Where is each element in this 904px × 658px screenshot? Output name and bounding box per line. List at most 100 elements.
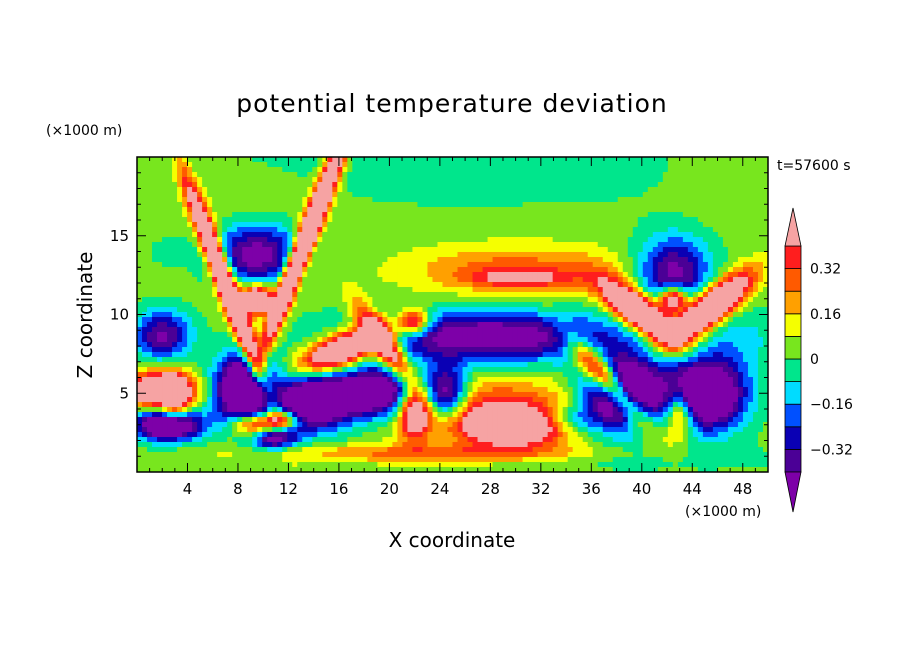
contour-cell: [217, 217, 223, 223]
contour-cell: [632, 247, 639, 253]
contour-cell: [477, 167, 484, 173]
contour-cell: [632, 202, 639, 208]
contour-cell: [137, 162, 143, 168]
contour-cell: [342, 292, 348, 298]
contour-cell: [187, 187, 193, 193]
contour-cell: [372, 347, 378, 353]
contour-cell: [382, 162, 388, 168]
contour-cell: [557, 217, 564, 223]
contour-cell: [177, 172, 183, 178]
contour-cell: [622, 252, 629, 258]
contour-cell: [247, 322, 253, 328]
contour-cell: [292, 212, 298, 218]
contour-cell: [747, 232, 754, 238]
contour-cell: [437, 257, 444, 263]
contour-cell: [312, 162, 318, 168]
contour-cell: [292, 347, 298, 353]
contour-cell: [387, 282, 394, 288]
contour-cell: [217, 332, 223, 338]
contour-cell: [367, 267, 373, 273]
contour-cell: [422, 327, 429, 333]
contour-cell: [647, 232, 654, 238]
contour-cell: [662, 312, 669, 318]
contour-cell: [542, 282, 549, 288]
contour-cell: [332, 172, 338, 178]
contour-cell: [672, 332, 679, 338]
contour-cell: [237, 212, 243, 218]
contour-cell: [617, 272, 624, 278]
contour-cell: [417, 182, 424, 188]
contour-cell: [387, 332, 394, 338]
contour-cell: [302, 307, 308, 313]
contour-cell: [157, 247, 163, 253]
contour-cell: [277, 277, 283, 283]
contour-cell: [512, 272, 519, 278]
contour-cell: [487, 307, 494, 313]
contour-cell: [427, 167, 434, 173]
contour-cell: [622, 332, 629, 338]
contour-cell: [662, 247, 669, 253]
contour-cell: [352, 282, 358, 288]
contour-cell: [412, 282, 419, 288]
contour-cell: [432, 317, 439, 323]
contour-cell: [367, 287, 373, 293]
contour-cell: [287, 162, 293, 168]
contour-cell: [672, 272, 679, 278]
contour-cell: [157, 282, 163, 288]
contour-cell: [402, 282, 409, 288]
contour-cell: [457, 347, 464, 353]
contour-cell: [502, 202, 509, 208]
contour-cell: [182, 242, 188, 248]
contour-cell: [682, 312, 689, 318]
contour-cell: [412, 292, 419, 298]
contour-cell: [737, 327, 744, 333]
contour-cell: [447, 212, 454, 218]
contour-cell: [182, 307, 188, 313]
contour-cell: [357, 282, 363, 288]
contour-cell: [442, 277, 449, 283]
contour-cell: [397, 262, 404, 268]
contour-cell: [292, 247, 298, 253]
contour-cell: [662, 242, 669, 248]
contour-cell: [462, 192, 469, 198]
contour-cell: [292, 307, 298, 313]
contour-cell: [567, 232, 574, 238]
contour-cell: [617, 207, 624, 213]
contour-cell: [597, 347, 604, 353]
contour-cell: [287, 262, 293, 268]
contour-cell: [337, 322, 343, 328]
contour-field: [137, 157, 768, 472]
contour-cell: [302, 322, 308, 328]
contour-cell: [317, 197, 323, 203]
contour-cell: [592, 242, 599, 248]
contour-cell: [682, 162, 689, 168]
contour-cell: [592, 207, 599, 213]
contour-cell: [247, 202, 253, 208]
contour-cell: [612, 172, 619, 178]
contour-cell: [322, 332, 328, 338]
contour-cell: [727, 277, 734, 283]
contour-cell: [437, 217, 444, 223]
contour-cell: [527, 217, 534, 223]
contour-cell: [482, 307, 489, 313]
contour-cell: [177, 212, 183, 218]
contour-cell: [237, 167, 243, 173]
contour-cell: [667, 237, 674, 243]
contour-cell: [407, 282, 414, 288]
contour-cell: [627, 307, 634, 313]
contour-cell: [617, 247, 624, 253]
contour-cell: [237, 162, 243, 168]
contour-cell: [512, 167, 519, 173]
contour-cell: [547, 332, 554, 338]
contour-cell: [497, 162, 504, 168]
contour-cell: [607, 162, 614, 168]
contour-cell: [297, 292, 303, 298]
contour-cell: [457, 352, 464, 358]
contour-cell: [282, 157, 288, 163]
contour-cell: [207, 237, 213, 243]
contour-cell: [192, 257, 198, 263]
contour-cell: [422, 337, 429, 343]
contour-cell: [277, 197, 283, 203]
contour-cell: [162, 177, 168, 183]
contour-cell: [352, 217, 358, 223]
